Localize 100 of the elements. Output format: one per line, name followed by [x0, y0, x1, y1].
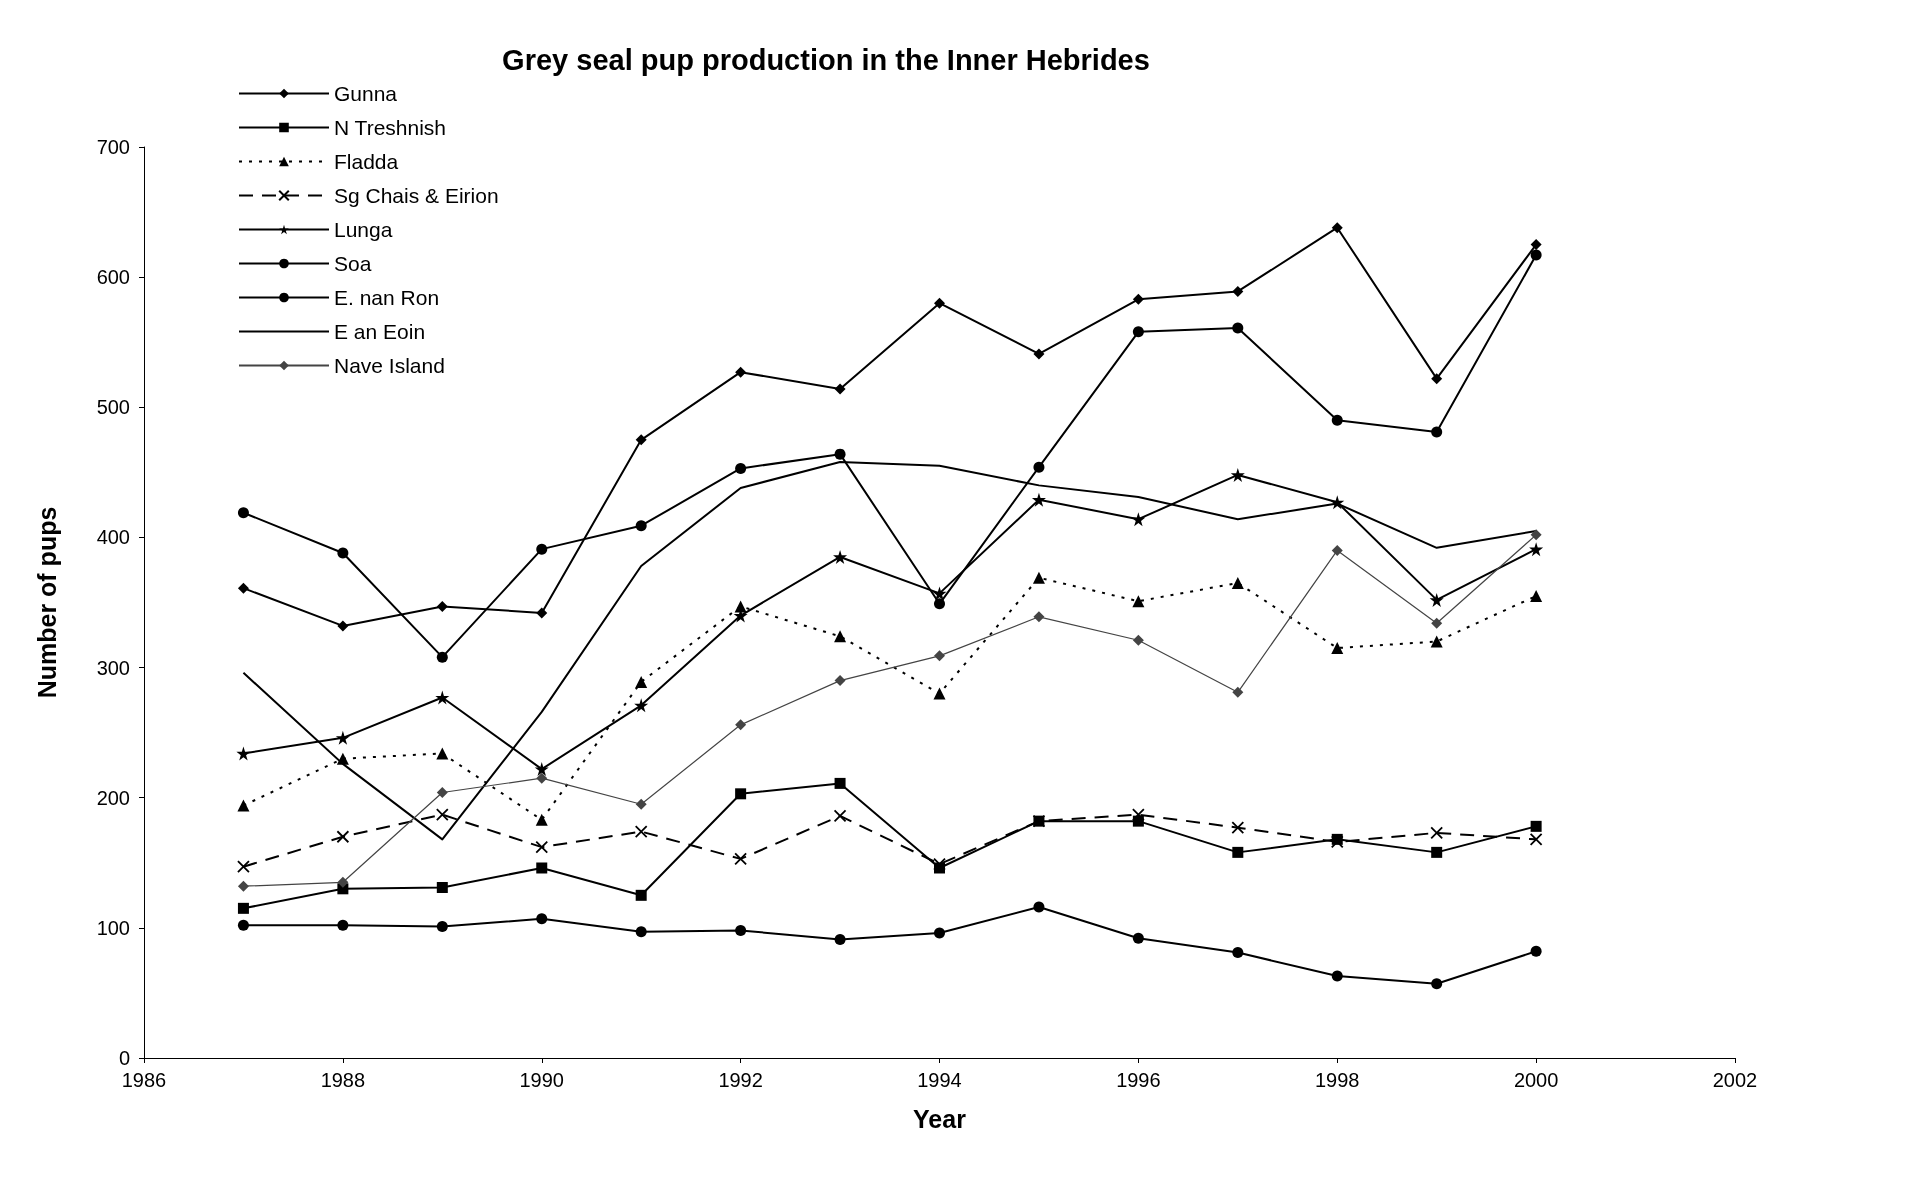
point	[436, 651, 448, 663]
point	[735, 719, 747, 731]
point	[834, 675, 846, 687]
point	[834, 448, 846, 460]
point	[1431, 373, 1443, 385]
point	[237, 582, 249, 594]
point	[237, 507, 249, 519]
point	[1330, 495, 1345, 510]
point	[1430, 635, 1443, 648]
point	[1530, 945, 1542, 957]
point	[535, 813, 548, 826]
point	[1132, 326, 1144, 338]
point	[635, 520, 647, 532]
point	[833, 549, 848, 564]
point	[1529, 832, 1543, 846]
point	[1032, 571, 1045, 584]
point	[536, 543, 548, 555]
point	[1530, 249, 1542, 261]
legend-label: Lunga	[334, 218, 393, 241]
point	[534, 762, 549, 777]
point	[1131, 808, 1145, 822]
point	[236, 746, 251, 761]
point	[536, 607, 548, 619]
point	[1232, 846, 1244, 858]
point	[536, 913, 548, 925]
point	[934, 927, 945, 939]
point	[635, 926, 647, 938]
point	[1331, 544, 1343, 556]
point	[237, 919, 249, 931]
point	[436, 921, 448, 933]
legend-label: Sg Chais & Eirion	[334, 184, 499, 207]
point	[933, 687, 946, 700]
point	[1232, 285, 1244, 297]
legend-label: Nave Island	[334, 354, 445, 377]
point	[1132, 634, 1144, 646]
point	[1131, 512, 1146, 527]
y-tick-label: 700	[96, 136, 130, 158]
point	[735, 924, 747, 936]
point	[1331, 222, 1343, 234]
x-tick-label: 1994	[917, 1069, 962, 1091]
point	[237, 860, 250, 874]
point	[934, 598, 945, 610]
y-tick-label: 400	[96, 526, 130, 549]
point	[833, 809, 847, 823]
point	[535, 840, 549, 854]
point	[1530, 820, 1542, 832]
point	[237, 902, 249, 914]
point	[1431, 846, 1443, 858]
point	[1431, 426, 1443, 438]
point	[1530, 529, 1542, 541]
point	[1033, 461, 1045, 473]
y-tick-label: 300	[96, 656, 130, 679]
point	[634, 825, 648, 838]
point	[934, 297, 945, 309]
point	[337, 547, 349, 559]
point	[932, 586, 947, 601]
y-tick-label: 500	[96, 396, 130, 419]
x-axis-title: Year	[913, 1104, 967, 1133]
legend-label: Fladda	[334, 150, 399, 173]
point	[1530, 239, 1542, 251]
point	[1033, 901, 1045, 913]
x-tick-label: 1986	[121, 1069, 167, 1091]
point	[635, 798, 647, 810]
y-tick-label: 200	[96, 786, 130, 809]
point	[536, 862, 548, 874]
point	[1231, 576, 1244, 589]
x-tick-label: 1996	[1116, 1069, 1161, 1091]
y-tick-label: 100	[96, 916, 130, 939]
point	[436, 600, 448, 612]
legend-label: Gunna	[334, 82, 398, 105]
point	[435, 808, 449, 822]
point	[336, 830, 350, 844]
point	[1429, 592, 1444, 607]
point	[1431, 978, 1443, 990]
x-tick-label: 1990	[519, 1069, 564, 1091]
point	[834, 630, 847, 643]
x-tick-label: 1992	[718, 1069, 763, 1091]
point	[1031, 492, 1046, 507]
point	[734, 852, 748, 866]
point	[337, 620, 349, 632]
legend-label: Soa	[334, 252, 372, 275]
point	[834, 934, 846, 946]
point	[1132, 595, 1145, 608]
point	[1230, 467, 1245, 482]
point	[1331, 414, 1343, 426]
point	[1232, 947, 1244, 959]
x-tick-label: 1988	[320, 1069, 366, 1091]
y-axis-title: Number of pups	[32, 506, 61, 699]
point	[336, 752, 349, 765]
point	[1331, 970, 1343, 982]
point	[1530, 589, 1543, 602]
point	[436, 882, 448, 894]
point	[335, 730, 350, 745]
point	[1431, 617, 1443, 629]
point	[933, 857, 946, 871]
point	[435, 690, 450, 705]
point	[337, 919, 349, 931]
point	[337, 876, 349, 888]
point	[635, 434, 647, 446]
point	[436, 747, 449, 760]
